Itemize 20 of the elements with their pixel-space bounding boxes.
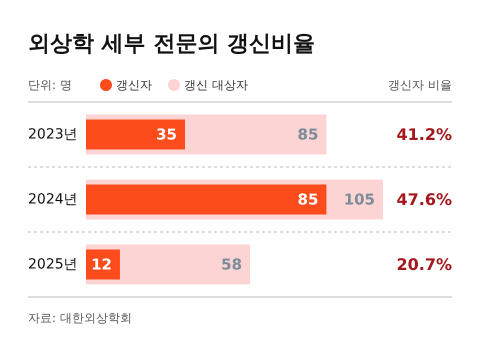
text: 자료: 대한외상학회: [28, 311, 132, 325]
text: 20.7%: [396, 255, 452, 274]
bar: [86, 184, 326, 214]
data-label: 35: [156, 126, 177, 144]
chart-title: 외상학 세부 전문의 갱신비율: [28, 32, 315, 56]
data-label: 85: [298, 190, 318, 208]
text: 41.2%: [396, 125, 452, 144]
y-tick-label: 2023년: [28, 126, 78, 142]
y-tick-label: 2025년: [28, 256, 78, 272]
data-label: 58: [221, 256, 242, 274]
legend-label: 갱신 대상자: [184, 78, 248, 92]
legend-label: 갱신자: [116, 78, 152, 92]
text: 갱신자 비율: [388, 78, 452, 92]
data-label: 12: [91, 256, 112, 274]
y-tick-label: 2024년: [28, 192, 78, 208]
data-label: 105: [344, 190, 375, 208]
data-label: 85: [298, 126, 318, 144]
text: 47.6%: [396, 190, 452, 209]
bar: [86, 120, 185, 150]
text: 단위: 명: [28, 78, 72, 92]
